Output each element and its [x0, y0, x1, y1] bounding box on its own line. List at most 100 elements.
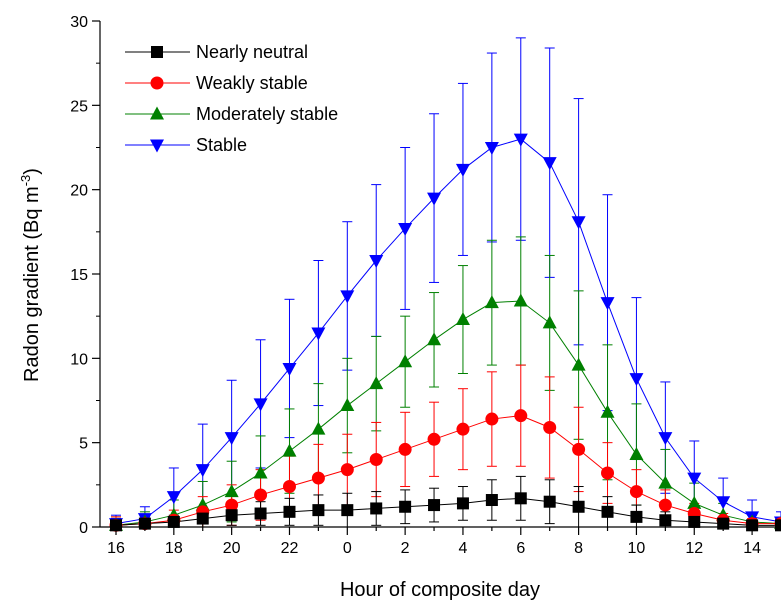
weakly-stable-point	[369, 453, 383, 467]
x-tick-label: 2	[401, 540, 410, 557]
legend-label-weakly-stable: Weakly stable	[196, 73, 308, 93]
nearly-neutral-point	[456, 497, 469, 510]
y-tick-label: 10	[70, 351, 88, 368]
legend-label-nearly-neutral: Nearly neutral	[196, 42, 308, 62]
stable-series-line	[115, 138, 781, 525]
moderately-stable-point	[542, 315, 557, 329]
stable-point	[629, 373, 644, 387]
weakly-stable-series-line	[115, 415, 781, 526]
nearly-neutral-point	[688, 515, 701, 528]
y-tick-label: 15	[70, 267, 88, 284]
stable-point	[253, 398, 268, 412]
moderately-stable-series-line	[115, 300, 781, 526]
weakly-stable-point	[514, 409, 528, 423]
nearly-neutral-point	[543, 495, 556, 508]
x-tick-label: 20	[223, 540, 241, 557]
nearly-neutral-point	[167, 515, 180, 528]
weakly-stable-point	[543, 420, 557, 434]
weakly-stable-point	[398, 442, 412, 456]
weakly-stable-point	[282, 480, 296, 494]
weakly-stable-point	[485, 412, 499, 426]
stable-point	[687, 472, 702, 486]
moderately-stable-point	[398, 354, 413, 368]
nearly-neutral-point	[196, 512, 209, 525]
y-axis-title-main: Radon gradient (Bq m	[21, 186, 43, 382]
weakly-stable-point	[601, 466, 615, 480]
moderately-stable-point	[571, 357, 586, 371]
nearly-neutral-point	[254, 507, 267, 520]
weakly-stable-point	[427, 432, 441, 446]
nearly-neutral-point	[370, 502, 383, 515]
stable-point	[369, 255, 384, 269]
nearly-neutral-point	[341, 504, 354, 517]
x-tick-label: 22	[281, 540, 299, 557]
legend-item-weakly-stable: Weakly stable	[125, 73, 308, 93]
nearly-neutral-point	[601, 505, 614, 518]
nearly-neutral-point	[746, 519, 759, 532]
legend-marker-stable	[150, 139, 164, 153]
y-tick-label: 5	[79, 436, 88, 453]
moderately-stable-point	[687, 495, 702, 509]
x-tick-label: 16	[107, 540, 125, 557]
nearly-neutral-point	[399, 500, 412, 513]
x-tick-label: 14	[743, 540, 761, 557]
x-tick-label: 6	[516, 540, 525, 557]
nearly-neutral-point	[312, 504, 325, 517]
nearly-neutral-point	[514, 492, 527, 505]
stable-point	[484, 142, 499, 155]
y-axis-title: Radon gradient (Bq m-3)	[18, 168, 43, 382]
stable-point	[542, 157, 557, 171]
legend-marker-moderately-stable	[150, 106, 164, 120]
weakly-stable-point	[658, 498, 672, 512]
y-axis-title-superscript: -3	[18, 175, 33, 187]
stable-point	[513, 133, 528, 147]
weakly-stable-point	[456, 422, 470, 436]
weakly-stable-point	[629, 485, 643, 499]
stable-point	[600, 297, 615, 311]
stable-point	[224, 432, 239, 446]
stable-point	[282, 362, 297, 376]
moderately-stable-point	[311, 421, 326, 435]
weakly-stable-point	[254, 488, 268, 502]
stable-point	[658, 432, 673, 446]
legend-item-nearly-neutral: Nearly neutral	[125, 42, 308, 62]
stable-point	[340, 290, 355, 304]
moderately-stable-point	[629, 446, 644, 460]
moderately-stable-point	[369, 376, 384, 390]
stable-point	[311, 327, 326, 341]
moderately-stable-point	[658, 475, 673, 489]
weakly-stable-point	[572, 442, 586, 456]
y-tick-label: 0	[79, 520, 88, 537]
moderately-stable-point	[253, 465, 268, 479]
legend-marker-nearly-neutral	[151, 46, 163, 58]
x-tick-label: 12	[685, 540, 703, 557]
weakly-stable-point	[340, 463, 354, 477]
y-tick-label: 20	[70, 183, 88, 200]
legend-item-moderately-stable: Moderately stable	[125, 104, 338, 124]
moderately-stable-point	[513, 293, 528, 307]
nearly-neutral-point	[485, 494, 498, 507]
nearly-neutral-point	[428, 499, 441, 512]
nearly-neutral-point	[630, 510, 643, 523]
weakly-stable-point	[311, 471, 325, 485]
nearly-neutral-point	[283, 505, 296, 518]
moderately-stable-point	[427, 332, 442, 346]
legend-marker-weakly-stable	[150, 76, 164, 90]
stable-point	[166, 491, 181, 505]
tick-labels-layer: 0 5 10 15 20 25 30 16 18 20 22 0 2 4 6 8 10 12 14	[70, 14, 761, 557]
legend-item-stable: Stable	[125, 135, 247, 155]
moderately-stable-point	[455, 312, 470, 326]
nearly-neutral-point	[775, 519, 781, 532]
legend: Nearly neutral Weakly stable Moderately st…	[125, 42, 338, 155]
stable-point	[427, 192, 442, 206]
x-tick-label: 10	[628, 540, 646, 557]
x-tick-label: 8	[574, 540, 583, 557]
y-axis-title-close: )	[21, 168, 43, 175]
stable-point	[571, 216, 586, 230]
stable-point	[455, 163, 470, 177]
x-tick-label: 0	[343, 540, 352, 557]
y-tick-label: 30	[70, 14, 88, 31]
moderately-stable-point	[282, 443, 297, 457]
stable-point	[716, 496, 731, 510]
